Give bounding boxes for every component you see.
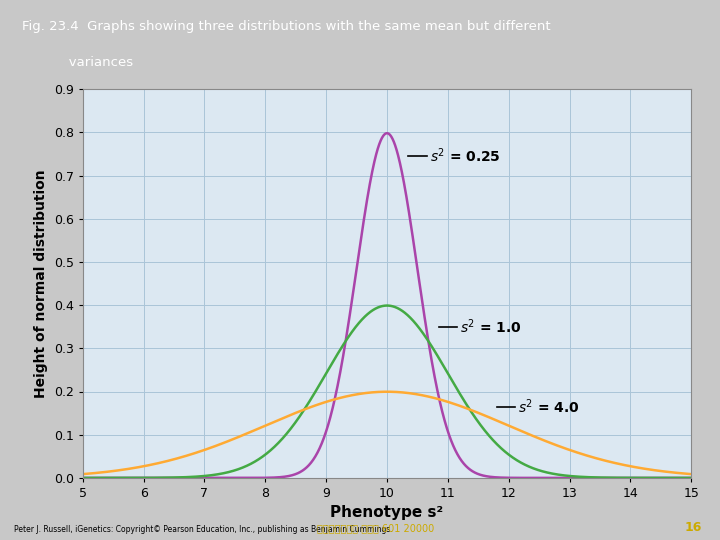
Text: 台大生命科學院 遠傳學 601 20000: 台大生命科學院 遠傳學 601 20000 xyxy=(317,523,434,534)
Text: variances: variances xyxy=(22,56,132,69)
Text: Peter J. Russell, iGenetics: Copyright© Pearson Education, Inc., publishing as B: Peter J. Russell, iGenetics: Copyright© … xyxy=(14,524,393,534)
Text: $s^2$ = 1.0: $s^2$ = 1.0 xyxy=(460,318,522,336)
X-axis label: Phenotype s²: Phenotype s² xyxy=(330,505,444,521)
Text: $s^2$ = 0.25: $s^2$ = 0.25 xyxy=(430,147,500,165)
Y-axis label: Height of normal distribution: Height of normal distribution xyxy=(35,169,48,398)
Text: $s^2$ = 4.0: $s^2$ = 4.0 xyxy=(518,397,580,416)
Text: 16: 16 xyxy=(685,521,702,534)
Text: Fig. 23.4  Graphs showing three distributions with the same mean but different: Fig. 23.4 Graphs showing three distribut… xyxy=(22,20,550,33)
